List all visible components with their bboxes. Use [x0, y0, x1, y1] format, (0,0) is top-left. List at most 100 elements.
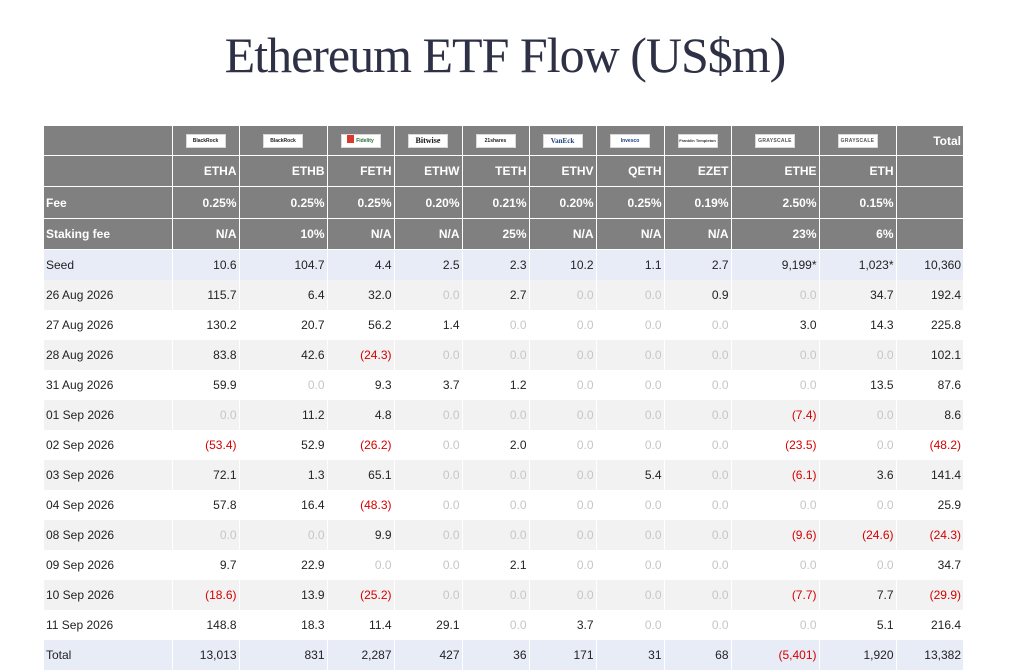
flow-cell: (7.4)	[731, 400, 820, 430]
flow-cell: 1.1	[596, 249, 665, 280]
flow-cell: 0.0	[394, 490, 463, 520]
flow-cell: (53.4)	[172, 430, 240, 460]
flow-cell: 0.0	[664, 430, 732, 460]
staking-fee-row: Staking fee N/A 10% N/A N/A 25% N/A N/A …	[44, 218, 963, 250]
flow-cell: 831	[239, 640, 328, 670]
flow-cell: 42.6	[239, 340, 328, 370]
flow-cell: (24.3)	[327, 340, 395, 370]
flow-cell: 0.0	[529, 550, 597, 580]
flow-cell: 10.2	[529, 249, 597, 280]
flow-cell: 0.0	[327, 550, 395, 580]
flow-table-body: Seed 10.6 104.7 4.4 2.5 2.3 10.2 1.1 2.7 9,199* 1,…	[44, 249, 963, 670]
flow-cell: 0.0	[529, 520, 597, 550]
flow-cell: 0.0	[596, 400, 665, 430]
row-total-cell: (24.3)	[896, 520, 963, 550]
flow-cell: 0.0	[394, 580, 463, 610]
flow-cell: 0.0	[664, 340, 732, 370]
flow-cell: 104.7	[239, 249, 328, 280]
flow-cell: (25.2)	[327, 580, 395, 610]
invesco-logo: Invesco	[610, 133, 650, 148]
row-total-cell: 25.9	[896, 490, 963, 520]
row-label: 26 Aug 2026	[44, 280, 173, 310]
flow-cell: 0.0	[529, 280, 597, 310]
flow-cell: 0.0	[529, 580, 597, 610]
flow-cell: 0.0	[394, 400, 463, 430]
flow-cell: 0.0	[664, 370, 732, 400]
total-row: Total 13,013 831 2,287 427 36 171 31 68 (5,401) 1,…	[44, 640, 963, 670]
flow-cell: 0.0	[462, 610, 530, 640]
flow-cell: 31	[596, 640, 665, 670]
staking-fee-cell: 25%	[462, 218, 530, 250]
flow-cell: 0.0	[664, 520, 732, 550]
flow-cell: 4.8	[327, 400, 395, 430]
flow-cell: 18.3	[239, 610, 328, 640]
row-label: 02 Sep 2026	[44, 430, 173, 460]
staking-fee-cell: N/A	[664, 218, 732, 250]
flow-cell: 0.0	[596, 580, 665, 610]
flow-cell: (5,401)	[731, 640, 820, 670]
flow-cell: 3.7	[529, 610, 597, 640]
flow-cell: 0.0	[664, 580, 732, 610]
flow-cell: 1,023*	[819, 249, 897, 280]
fidelity-logo: Fidelity	[340, 133, 381, 148]
flow-cell: 13.5	[819, 370, 897, 400]
flow-cell: 0.0	[529, 430, 597, 460]
table-row: 08 Sep 2026 0.0 0.0 9.9 0.0 0.0 0.0 0.0 0.0 (9.6)…	[44, 520, 963, 550]
ticker-header: QETH	[596, 155, 665, 187]
fee-cell: 0.25%	[172, 186, 240, 219]
flow-cell: 0.0	[462, 520, 530, 550]
flow-cell: 7.7	[819, 580, 897, 610]
flow-cell: 34.7	[819, 280, 897, 310]
row-total-cell: (29.9)	[896, 580, 963, 610]
table-row: 04 Sep 2026 57.8 16.4 (48.3) 0.0 0.0 0.0 0.0 0.0…	[44, 490, 963, 520]
table-row: 26 Aug 2026 115.7 6.4 32.0 0.0 2.7 0.0 0.0 0.9 0.…	[44, 280, 963, 310]
flow-cell: 4.4	[327, 249, 395, 280]
row-total-cell: 34.7	[896, 550, 963, 580]
flow-cell: 2.7	[664, 249, 732, 280]
fee-cell: 2.50%	[731, 186, 820, 219]
flow-cell: 0.0	[239, 520, 328, 550]
flow-cell: 13,013	[172, 640, 240, 670]
ticker-header: ETHV	[529, 155, 597, 187]
flow-cell: 52.9	[239, 430, 328, 460]
row-label: 28 Aug 2026	[44, 340, 173, 370]
flow-cell: 0.0	[731, 610, 820, 640]
flow-cell: 0.0	[394, 460, 463, 490]
row-label: 09 Sep 2026	[44, 550, 173, 580]
row-total-cell: 192.4	[896, 280, 963, 310]
flow-cell: 0.0	[462, 490, 530, 520]
flow-cell: 0.0	[529, 340, 597, 370]
issuer-logo-row: BlackRock BlackRock Fidelity Bitwise 21s…	[44, 126, 963, 156]
flow-cell: 0.0	[529, 310, 597, 340]
grayscale-logo: GRAYSCALE	[837, 133, 878, 148]
staking-fee-cell: N/A	[327, 218, 395, 250]
flow-cell: 2.5	[394, 249, 463, 280]
fee-label: Fee	[44, 186, 173, 219]
flow-cell: 22.9	[239, 550, 328, 580]
fee-cell: 0.15%	[819, 186, 897, 219]
flow-cell: 5.4	[596, 460, 665, 490]
flow-cell: 0.0	[819, 550, 897, 580]
flow-cell: 0.0	[394, 550, 463, 580]
ticker-row: ETHA ETHB FETH ETHW TETH ETHV QETH EZET …	[44, 155, 963, 187]
flow-cell: 0.0	[664, 310, 732, 340]
flow-cell: 2.1	[462, 550, 530, 580]
flow-cell: 0.0	[596, 280, 665, 310]
row-label: 08 Sep 2026	[44, 520, 173, 550]
flow-cell: 9,199*	[731, 249, 820, 280]
flow-cell: 2.3	[462, 249, 530, 280]
row-label: Seed	[44, 249, 173, 280]
flow-cell: 171	[529, 640, 597, 670]
flow-cell: 9.9	[327, 520, 395, 550]
flow-cell: 6.4	[239, 280, 328, 310]
table-row: 02 Sep 2026 (53.4) 52.9 (26.2) 0.0 2.0 0.0 0.0 0…	[44, 430, 963, 460]
flow-cell: (7.7)	[731, 580, 820, 610]
row-label: 01 Sep 2026	[44, 400, 173, 430]
fee-cell: 0.25%	[596, 186, 665, 219]
flow-cell: 0.0	[596, 370, 665, 400]
flow-cell: 16.4	[239, 490, 328, 520]
page-title: Ethereum ETF Flow (US$m)	[224, 27, 787, 83]
fee-cell: 0.19%	[664, 186, 732, 219]
row-label: 11 Sep 2026	[44, 610, 173, 640]
ticker-header: ETHW	[394, 155, 463, 187]
